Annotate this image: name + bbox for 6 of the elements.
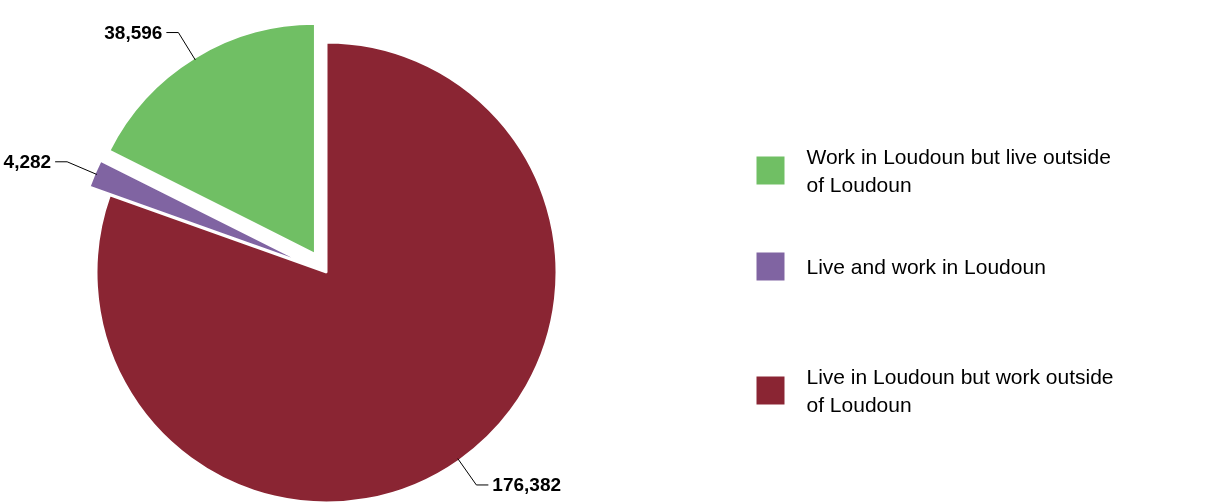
legend-label: Work in Loudoun but live outside of Loudoun bbox=[806, 144, 1111, 197]
legend-label: Live in Loudoun but work outside of Loudoun bbox=[806, 364, 1114, 417]
data-label: 38,596 bbox=[104, 22, 163, 44]
data-label: 176,382 bbox=[492, 474, 562, 496]
legend-label: Live and work in Loudoun bbox=[806, 255, 1046, 278]
data-label: 4,282 bbox=[3, 151, 52, 173]
